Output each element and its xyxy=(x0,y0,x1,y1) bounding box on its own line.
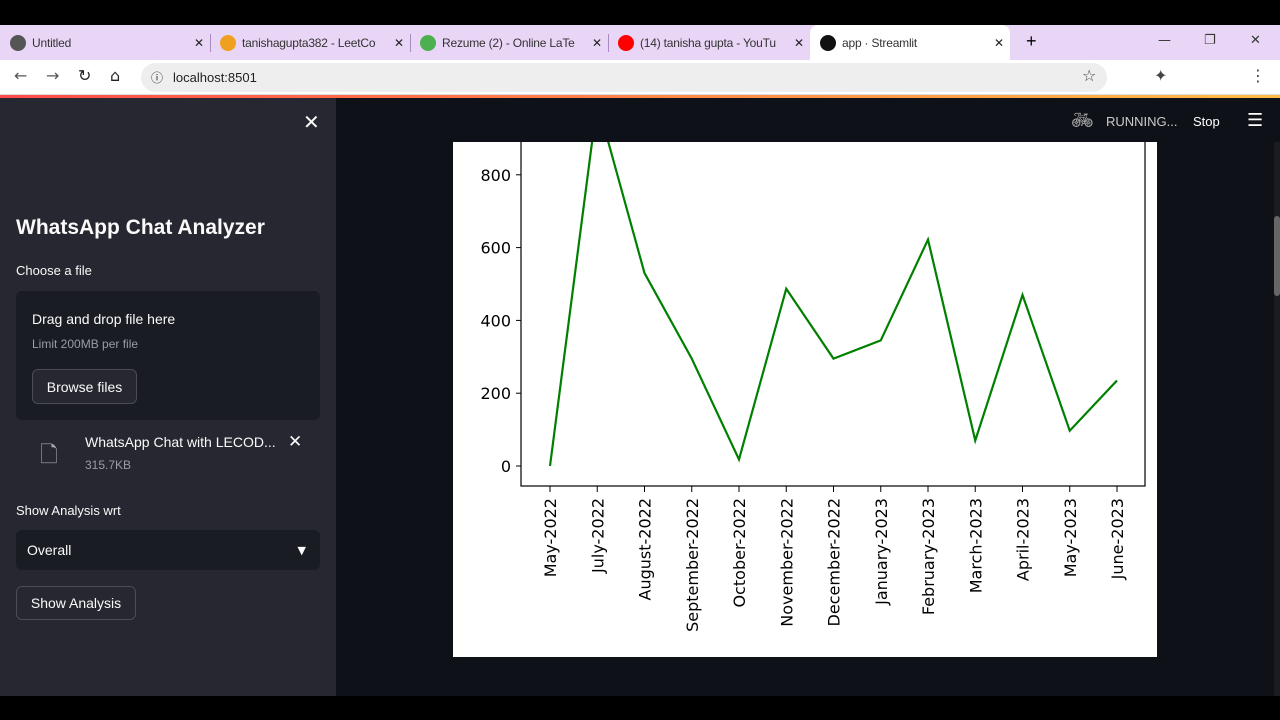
analysis-select-label: Show Analysis wrt xyxy=(16,503,121,518)
x-tick-label: August-2022 xyxy=(636,498,655,600)
close-tab-icon[interactable]: ✕ xyxy=(793,35,804,50)
close-tab-icon[interactable]: ✕ xyxy=(393,35,404,50)
x-tick-label: December-2022 xyxy=(825,498,844,626)
globe-icon xyxy=(10,34,26,51)
file-uploader-label: Choose a file xyxy=(16,263,92,278)
analysis-select[interactable]: Overall ▼ xyxy=(16,530,320,570)
sidebar: ✕ WhatsApp Chat Analyzer Choose a file D… xyxy=(0,98,336,696)
leetcode-icon xyxy=(220,34,236,51)
x-tick-label: November-2022 xyxy=(777,498,796,627)
streamlit-icon xyxy=(820,34,836,51)
x-tick-label: April-2023 xyxy=(1014,498,1033,581)
select-value: Overall xyxy=(27,542,72,558)
app-title: WhatsApp Chat Analyzer xyxy=(16,216,265,239)
new-tab-icon[interactable]: + xyxy=(1026,31,1037,51)
remove-file-icon[interactable]: ✕ xyxy=(288,432,303,452)
stop-button[interactable]: Stop xyxy=(1193,114,1220,129)
uploaded-file-size: 315.7KB xyxy=(85,458,132,472)
running-status: RUNNING... xyxy=(1106,114,1178,129)
restore-icon[interactable]: ❐ xyxy=(1204,33,1216,48)
close-tab-icon[interactable]: ✕ xyxy=(193,35,204,50)
file-icon: 🗋 xyxy=(40,443,58,468)
browse-files-button[interactable]: Browse files xyxy=(32,369,137,404)
running-bicycle-icon: 🚲︎ xyxy=(1071,110,1094,131)
browser-tab[interactable]: Rezume (2) - Online LaTe ✕ xyxy=(410,25,608,60)
x-tick-label: May-2023 xyxy=(1061,498,1080,577)
main-area: 🚲︎ RUNNING... Stop ☰ 0 200 400 600 800 May-20… xyxy=(336,98,1280,696)
close-tab-icon[interactable]: ✕ xyxy=(591,35,602,50)
tab-bar: Untitled ✕ tanishagupta382 - LeetCo ✕ Rezume… xyxy=(0,25,1280,60)
browser-tab[interactable]: app · Streamlit ✕ xyxy=(810,25,1010,60)
url-text: localhost:8501 xyxy=(173,70,257,85)
back-icon[interactable]: ← xyxy=(14,66,28,85)
y-tick-label: 800 xyxy=(480,166,511,185)
tab-title: tanishagupta382 - LeetCo xyxy=(242,35,376,50)
drop-text: Drag and drop file here xyxy=(32,311,176,327)
overleaf-icon xyxy=(420,34,436,51)
scrollbar-thumb[interactable] xyxy=(1274,216,1280,296)
menu-dots-icon[interactable]: ⋮ xyxy=(1250,66,1266,85)
url-input[interactable]: ⓘ localhost:8501 xyxy=(141,63,1107,92)
tab-separator xyxy=(608,34,609,52)
x-tick-label: January-2023 xyxy=(872,498,891,606)
star-icon[interactable]: ☆ xyxy=(1082,66,1097,85)
browser-tab[interactable]: (14) tanisha gupta - YouTu ✕ xyxy=(608,25,810,60)
tab-title: Rezume (2) - Online LaTe xyxy=(442,35,575,50)
show-analysis-button[interactable]: Show Analysis xyxy=(16,586,136,620)
scrollbar[interactable] xyxy=(1274,142,1280,696)
y-tick-label: 400 xyxy=(480,311,511,330)
streamlit-decoration xyxy=(0,95,1280,98)
y-tick-label: 200 xyxy=(480,384,511,403)
tab-separator xyxy=(410,34,411,52)
close-sidebar-icon[interactable]: ✕ xyxy=(303,110,320,134)
hamburger-menu-icon[interactable]: ☰ xyxy=(1247,110,1264,131)
uploaded-file-name: WhatsApp Chat with LECOD... xyxy=(85,434,276,450)
reload-icon[interactable]: ↻ xyxy=(78,66,92,85)
tab-title: Untitled xyxy=(32,35,72,50)
line-chart: 0 200 400 600 800 May-2022 July-2022 August-202… xyxy=(453,139,1157,657)
close-window-icon[interactable]: ✕ xyxy=(1250,33,1261,48)
file-dropzone[interactable]: Drag and drop file here Limit 200MB per … xyxy=(16,291,320,420)
extensions-icon[interactable]: ✦ xyxy=(1154,66,1168,85)
info-icon: ⓘ xyxy=(151,71,164,85)
address-bar: ← → ↻ ⌂ ⓘ localhost:8501 ☆ ✦ ⋮ xyxy=(0,60,1280,95)
x-tick-label: June-2023 xyxy=(1108,498,1127,580)
chevron-down-icon: ▼ xyxy=(297,543,306,557)
youtube-icon xyxy=(618,34,634,51)
home-icon[interactable]: ⌂ xyxy=(110,66,121,85)
y-tick-label: 600 xyxy=(480,239,511,258)
x-tick-label: October-2022 xyxy=(730,498,749,608)
x-tick-label: July-2022 xyxy=(588,498,607,574)
tab-separator xyxy=(210,34,211,52)
browser-tab[interactable]: tanishagupta382 - LeetCo ✕ xyxy=(210,25,410,60)
limit-text: Limit 200MB per file xyxy=(32,337,139,351)
x-tick-label: September-2022 xyxy=(683,498,702,632)
forward-icon[interactable]: → xyxy=(46,66,60,85)
tab-title: (14) tanisha gupta - YouTu xyxy=(640,35,776,50)
series-line xyxy=(548,142,1118,467)
plot-frame xyxy=(520,139,1146,487)
x-tick-label: March-2023 xyxy=(966,498,985,593)
chart-svg: 0 200 400 600 800 May-2022 July-2022 August-202… xyxy=(480,139,1146,632)
tab-title: app · Streamlit xyxy=(842,35,918,50)
minimize-icon[interactable]: — xyxy=(1158,33,1171,48)
x-tick-label: May-2022 xyxy=(541,498,560,577)
x-tick-label: February-2023 xyxy=(919,498,938,615)
close-tab-icon[interactable]: ✕ xyxy=(993,35,1004,50)
browser-tab[interactable]: Untitled ✕ xyxy=(0,25,210,60)
y-tick-label: 0 xyxy=(501,457,511,476)
